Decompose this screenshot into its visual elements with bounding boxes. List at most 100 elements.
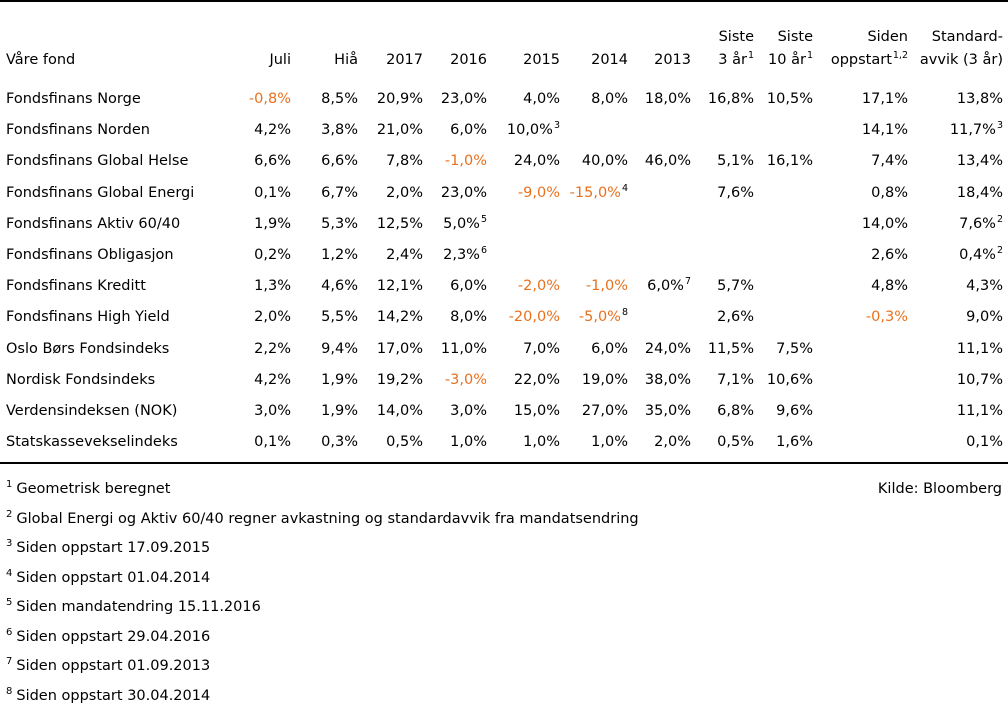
table-cell: 19,0%: [582, 371, 628, 389]
table-cell: 6,8%: [717, 402, 754, 420]
table-cell: 9,6%: [776, 402, 813, 420]
footnote: 1 Geometrisk beregnet: [6, 479, 171, 500]
cell-value: 0,1%: [254, 434, 291, 450]
fund-name: Fondsfinans Global Helse: [6, 153, 189, 169]
column-header-text: oppstart: [830, 52, 892, 68]
cell-value: 6,7%: [321, 185, 358, 201]
footnote-mark: 7: [6, 656, 13, 667]
table-cell: 10,5%: [767, 90, 813, 108]
table-cell: 6,6%: [254, 152, 291, 170]
column-header-line2: 10 år1: [768, 50, 813, 71]
table-cell: 2,0%: [254, 308, 291, 326]
footnote: 5 Siden mandatendring 15.11.2016: [6, 597, 261, 618]
cell-value: 2,0%: [386, 185, 423, 201]
cell-value: 35,0%: [644, 403, 691, 419]
cell-value: 16,8%: [707, 91, 754, 107]
cell-value: -0,3%: [865, 309, 908, 325]
cell-value: -20,0%: [508, 309, 560, 325]
table-cell: 3,0%: [450, 402, 487, 420]
cell-value: 10,7%: [956, 372, 1003, 388]
column-header: 2013: [654, 52, 691, 68]
cell-value: -5,0%: [578, 309, 621, 325]
cell-value: 3,0%: [450, 403, 487, 419]
column-header-line1: Standard-: [931, 29, 1003, 45]
cell-value: 6,6%: [254, 153, 291, 169]
cell-value: 14,2%: [376, 309, 423, 325]
footnote: 3 Siden oppstart 17.09.2015: [6, 538, 210, 559]
cell-value: 2,2%: [254, 341, 291, 357]
cell-value: 17,0%: [376, 341, 423, 357]
table-cell: 4,2%: [254, 371, 291, 389]
cell-footnote-mark: 8: [621, 307, 628, 318]
footnote: 8 Siden oppstart 30.04.2014: [6, 686, 210, 707]
cell-value: 40,0%: [581, 153, 628, 169]
cell-value: 4,6%: [321, 278, 358, 294]
cell-value: 9,4%: [321, 341, 358, 357]
table-cell: -5,0%8: [578, 307, 628, 328]
cell-value: 7,5%: [776, 341, 813, 357]
cell-footnote-mark: 2: [996, 245, 1003, 256]
cell-value: 7,0%: [523, 341, 560, 357]
cell-value: 1,3%: [254, 278, 291, 294]
footnote-text: Siden oppstart 29.04.2016: [16, 629, 211, 645]
cell-value: 2,3%: [443, 247, 480, 263]
cell-value: -3,0%: [444, 372, 487, 388]
cell-value: 7,4%: [871, 153, 908, 169]
cell-value: -1,0%: [444, 153, 487, 169]
table-cell: 6,0%: [450, 121, 487, 139]
table-cell: 4,8%: [871, 277, 908, 295]
cell-value: 10,5%: [766, 91, 813, 107]
table-cell: 5,7%: [717, 277, 754, 295]
table-cell: 22,0%: [514, 371, 560, 389]
fund-name: Fondsfinans Norden: [6, 122, 150, 138]
table-cell: 2,0%: [654, 433, 691, 451]
cell-value: 3,8%: [321, 122, 358, 138]
column-header: 2015: [523, 52, 560, 68]
table-cell: 0,1%: [254, 184, 291, 202]
table-cell: -3,0%: [445, 371, 487, 389]
table-cell: 5,1%: [717, 152, 754, 170]
table-cell: -1,0%: [586, 277, 628, 295]
cell-value: 0,4%: [959, 247, 996, 263]
column-header-text: avvik (3 år): [919, 52, 1003, 68]
cell-value: 10,0%: [506, 122, 553, 138]
column-header: 2016: [450, 52, 487, 68]
footnote-mark: 8: [6, 686, 13, 697]
table-cell: 5,0%5: [443, 214, 487, 235]
footnote-mark: 3: [6, 538, 13, 549]
table-cell: 18,4%: [957, 184, 1003, 202]
cell-value: 6,0%: [647, 278, 684, 294]
cell-value: 1,0%: [523, 434, 560, 450]
footnote: 4 Siden oppstart 01.04.2014: [6, 568, 210, 589]
cell-value: 20,9%: [376, 91, 423, 107]
cell-value: 18,0%: [644, 91, 691, 107]
cell-value: 7,6%: [959, 216, 996, 232]
table-cell: 3,8%: [321, 121, 358, 139]
table-cell: 11,5%: [708, 340, 754, 358]
cell-value: 8,5%: [321, 91, 358, 107]
table-cell: 38,0%: [645, 371, 691, 389]
table-cell: 17,0%: [377, 340, 423, 358]
table-cell: 8,0%: [450, 308, 487, 326]
table-cell: 12,1%: [377, 277, 423, 295]
cell-value: 4,8%: [871, 278, 908, 294]
cell-value: 1,0%: [591, 434, 628, 450]
column-header-line1: Siden: [867, 29, 908, 45]
table-cell: 8,0%: [591, 90, 628, 108]
cell-value: 1,9%: [254, 216, 291, 232]
cell-value: 14,1%: [861, 122, 908, 138]
footnote-text: Geometrisk beregnet: [16, 481, 171, 497]
table-cell: 0,1%: [254, 433, 291, 451]
table-cell: 0,2%: [254, 246, 291, 264]
cell-value: 19,2%: [376, 372, 423, 388]
cell-value: 1,9%: [321, 372, 358, 388]
cell-value: 0,1%: [254, 185, 291, 201]
cell-footnote-mark: 5: [480, 214, 487, 225]
table-cell: 27,0%: [582, 402, 628, 420]
cell-value: 0,3%: [321, 434, 358, 450]
cell-footnote-mark: 3: [996, 120, 1003, 131]
top-rule: [0, 0, 1008, 2]
table-cell: 7,1%: [717, 371, 754, 389]
table-cell: 2,0%: [386, 184, 423, 202]
